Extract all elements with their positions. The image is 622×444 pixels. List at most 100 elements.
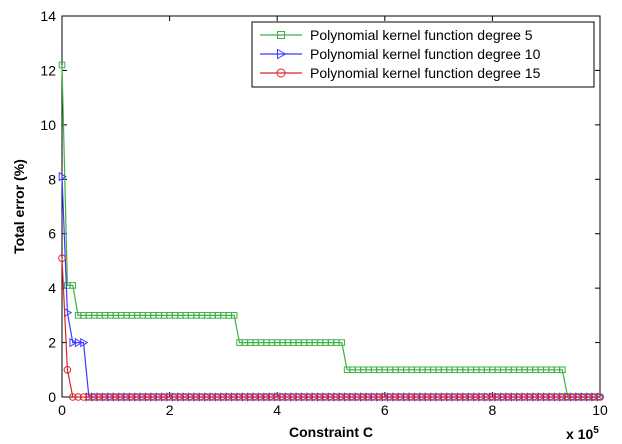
x-axis-label: Constraint C [289,424,373,440]
data-point-marker [332,393,341,401]
data-point-marker [337,393,346,401]
data-point-marker [434,393,443,401]
data-point-marker [289,393,298,401]
data-point-marker [563,393,572,401]
data-point-marker [273,393,282,401]
legend-entries: Polynomial kernel function degree 5 Polyn… [260,27,541,81]
data-point-marker [450,393,459,401]
data-point-marker [69,337,78,348]
data-point-marker [187,393,195,401]
data-point-marker [370,393,378,401]
series-1 [58,61,604,401]
data-point-marker [235,393,244,401]
data-point-marker [424,393,432,401]
data-point-marker [160,393,169,401]
x-tick-label: 2 [166,402,174,418]
data-point-marker [85,393,93,401]
data-point-marker [338,339,346,346]
data-point-marker [375,393,384,401]
data-point-marker [402,393,411,401]
data-point-marker [381,393,389,401]
data-point-marker [171,393,179,401]
data-point-marker [327,393,335,401]
data-point-marker [219,393,228,401]
data-point-marker [106,393,115,401]
data-series [58,61,605,402]
data-point-marker [198,393,206,401]
data-point-marker [316,393,325,401]
data-point-marker [294,393,303,401]
data-point-marker [128,393,136,401]
y-tick-label: 12 [40,62,56,78]
data-point-marker [467,393,475,401]
data-point-marker [284,393,292,401]
data-point-marker [112,393,120,401]
data-point-marker [246,393,255,401]
data-point-marker [68,393,77,401]
data-point-marker [445,393,454,401]
data-point-marker [90,393,99,401]
legend-label: Polynomial kernel function degree 10 [310,46,541,62]
data-point-marker [117,393,125,401]
x-axis-multiplier-base: x 10 [566,426,593,442]
legend-box [251,21,595,88]
data-point-marker [504,393,513,401]
data-point-marker [101,393,109,401]
legend-entry: Polynomial kernel function degree 5 [260,27,533,43]
data-point-marker [149,393,158,401]
data-point-marker [144,393,152,401]
data-point-marker [499,393,507,401]
y-tick-label: 0 [48,389,56,405]
legend-label: Polynomial kernel function degree 5 [310,27,533,43]
y-tick-label: 10 [40,117,56,133]
x-tick-label: 10 [592,402,608,418]
data-point-marker [311,393,319,401]
data-point-marker [397,393,405,401]
data-point-marker [176,393,185,401]
y-axis-label: Total error (%) [11,159,27,254]
data-point-marker [585,393,594,401]
data-point-marker [547,393,556,401]
data-point-marker [277,31,285,39]
x-tick-label: 6 [381,402,389,418]
x-tick-label: 8 [489,402,497,418]
data-point-marker [276,68,286,78]
series-3 [58,254,604,401]
data-point-marker [537,393,545,401]
data-point-marker [230,393,238,401]
data-point-marker [590,393,599,401]
data-point-marker [429,393,438,401]
data-point-marker [262,393,271,401]
data-point-marker [74,393,82,401]
data-point-marker [80,337,89,348]
data-point-marker [305,393,314,401]
data-point-marker [569,393,577,401]
data-point-marker [343,393,351,401]
series-markers [58,254,604,401]
data-point-marker [257,393,265,401]
data-point-marker [133,393,142,401]
data-point-marker [300,393,308,401]
data-point-marker [477,393,486,401]
data-point-marker [526,393,534,401]
data-point-marker [461,393,470,401]
legend-entry: Polynomial kernel function degree 10 [260,46,541,62]
data-point-marker [165,393,174,401]
data-point-marker [241,393,249,401]
data-point-marker [74,337,83,348]
data-point-marker [354,393,362,401]
data-point-marker [348,393,357,401]
data-point-marker [483,393,491,401]
data-point-marker [138,393,147,401]
data-point-marker [251,393,260,401]
y-tick-label: 2 [48,335,56,351]
data-point-marker [278,393,287,401]
data-point-marker [230,312,238,319]
data-point-marker [63,365,72,374]
data-point-marker [58,254,66,263]
x-tick-label: 0 [58,402,66,418]
data-point-marker [456,393,464,401]
data-point-marker [79,393,88,401]
